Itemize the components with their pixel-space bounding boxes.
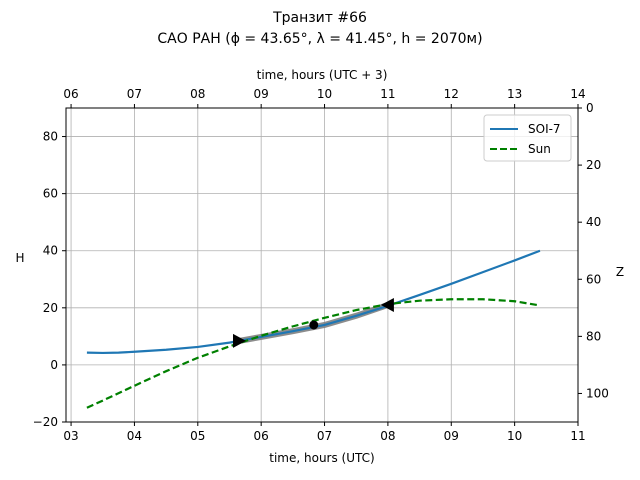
- x-tick-label: 10: [507, 429, 522, 443]
- y-tick-label: 40: [43, 244, 58, 258]
- x-tick-label: 09: [444, 429, 459, 443]
- z-tick-label: 80: [586, 329, 601, 343]
- top-tick-label: 06: [63, 87, 78, 101]
- x-tick-label: 08: [380, 429, 395, 443]
- top-axis-label: time, hours (UTC + 3): [257, 68, 388, 82]
- chart-title: Транзит #66: [272, 10, 367, 26]
- z-tick-label: 100: [586, 386, 609, 400]
- transit-end-marker: [380, 297, 394, 312]
- top-tick-label: 11: [380, 87, 395, 101]
- series-line-soi7: [86, 249, 541, 355]
- plot-frame: [65, 107, 579, 423]
- x-tick-label: 07: [317, 429, 332, 443]
- z-tick-label: 0: [586, 101, 594, 115]
- top-tick-label: 10: [317, 87, 332, 101]
- y-tick-label: 20: [43, 301, 58, 315]
- transit-middle-marker: [309, 320, 319, 330]
- transit-start-marker: [232, 333, 246, 348]
- y-tick-label: 80: [43, 130, 58, 144]
- z-tick-label: 60: [586, 272, 601, 286]
- y-tick-label: 0: [50, 358, 58, 372]
- z-axis-label: Z: [616, 265, 624, 279]
- top-tick-label: 14: [570, 87, 585, 101]
- top-tick-label: 12: [444, 87, 459, 101]
- top-tick-label: 09: [254, 87, 269, 101]
- x-tick-label: 04: [127, 429, 142, 443]
- y-tick-label: 60: [43, 187, 58, 201]
- top-tick-label: 07: [127, 87, 142, 101]
- chart-subtitle: САО РАН (ϕ = 43.65°, λ = 41.45°, h = 207…: [157, 31, 482, 47]
- top-tick-label: 08: [190, 87, 205, 101]
- top-tick-label: 13: [507, 87, 522, 101]
- x-axis-label: time, hours (UTC): [269, 451, 374, 465]
- z-tick-label: 20: [586, 158, 601, 172]
- series-line-sun: [86, 298, 537, 409]
- legend-soi7-label: SOI-7: [528, 122, 561, 136]
- z-tick-label: 40: [586, 215, 601, 229]
- x-tick-label: 11: [570, 429, 585, 443]
- y-tick-label: −20: [33, 415, 58, 429]
- legend-sun-label: Sun: [528, 142, 551, 156]
- legend: SOI-7 Sun: [483, 114, 572, 162]
- x-tick-label: 03: [63, 429, 78, 443]
- y-axis-label: H: [15, 251, 24, 265]
- x-tick-label: 06: [254, 429, 269, 443]
- x-tick-label: 05: [190, 429, 205, 443]
